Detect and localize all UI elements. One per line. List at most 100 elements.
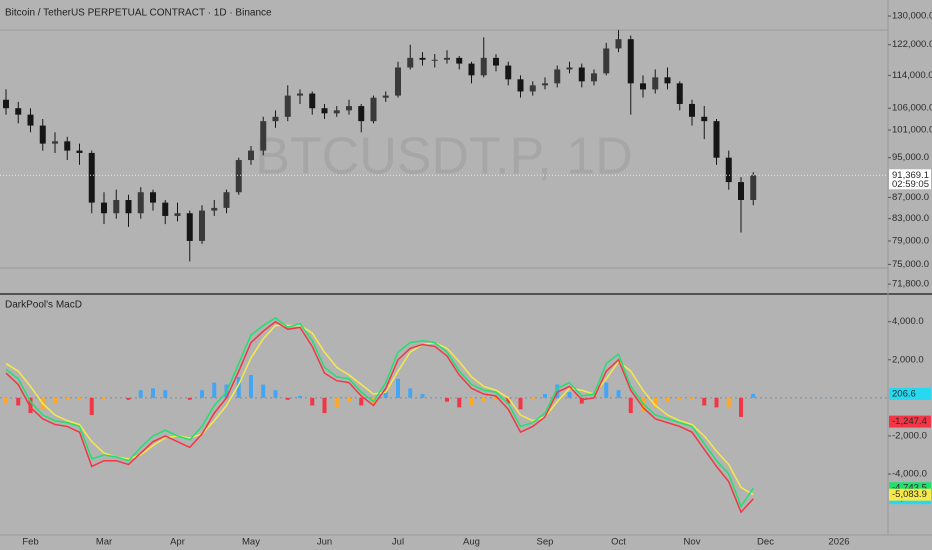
candle-body: [603, 48, 610, 74]
candle-body: [615, 39, 622, 49]
histogram-bar: [494, 397, 498, 400]
y-tick-label: 71,800.0: [892, 279, 929, 290]
candle-body: [150, 192, 156, 203]
candle-body: [15, 108, 22, 115]
macd-line: [5, 320, 754, 514]
macd-line: [5, 316, 754, 509]
histogram-bar: [89, 397, 94, 415]
histogram-bar: [53, 397, 57, 404]
histogram-bar: [359, 397, 364, 406]
x-tick-label: Jun: [317, 537, 332, 548]
candle-body: [162, 202, 169, 216]
histogram-bar: [65, 397, 70, 400]
candle-body: [27, 114, 34, 126]
histogram-bar: [714, 397, 719, 408]
y-tick-label: 101,000.0: [892, 125, 932, 136]
histogram-bar: [163, 390, 168, 398]
histogram-bar: [102, 397, 106, 400]
price-tag-label: -4,743.5: [892, 483, 927, 494]
candle-body: [480, 57, 487, 76]
histogram-bar: [604, 382, 609, 398]
candle-body: [750, 175, 757, 200]
candle-body: [578, 67, 585, 82]
y-tick-label: 83,000.0: [892, 213, 929, 224]
histogram-bar: [28, 397, 33, 414]
histogram-bar: [408, 388, 413, 398]
candle-body: [174, 213, 181, 216]
candle-body: [358, 106, 365, 122]
candle-body: [3, 99, 9, 109]
countdown: 02:59:05: [892, 179, 929, 190]
price-tag: [889, 488, 931, 501]
candle-body: [542, 83, 548, 86]
candle-body: [689, 103, 695, 117]
candle-body: [664, 77, 671, 84]
histogram-bar: [77, 397, 82, 400]
candle-body: [333, 110, 340, 114]
candle-body: [137, 192, 144, 214]
y-tick-label: 95,000.0: [892, 152, 929, 163]
last-price-label: 91,369.1: [892, 170, 929, 181]
candle-body: [76, 150, 83, 153]
candle-body: [468, 63, 475, 76]
candle-body: [309, 93, 316, 109]
candle-body: [395, 67, 401, 96]
histogram-bar: [690, 397, 694, 400]
histogram-bar: [261, 384, 266, 398]
x-tick-label: May: [242, 537, 260, 548]
histogram-bar: [4, 397, 8, 404]
histogram-bar: [677, 397, 682, 400]
candle-body: [701, 116, 708, 122]
y-tick-label: 4,000.0: [892, 316, 924, 327]
candle-body: [566, 67, 573, 70]
histogram-bar: [567, 392, 572, 398]
candle-body: [554, 69, 561, 84]
histogram-bar: [530, 397, 535, 400]
x-tick-label: Apr: [170, 537, 185, 548]
candle-body: [725, 157, 732, 183]
histogram-bar: [396, 378, 400, 398]
candle-body: [444, 57, 450, 60]
candle-body: [346, 106, 352, 111]
histogram-bar: [249, 375, 253, 398]
candle-body: [627, 39, 634, 84]
y-tick-label: 2,000.0: [892, 354, 924, 365]
y-tick-label: -4,000.0: [892, 469, 927, 480]
histogram-bar: [726, 397, 731, 408]
histogram-bar: [751, 393, 756, 398]
candle-body: [505, 65, 512, 80]
histogram-bar: [138, 390, 143, 398]
candle-body: [284, 95, 291, 117]
histogram-bar: [16, 397, 21, 406]
histogram-bar: [739, 397, 743, 417]
candle-body: [713, 121, 720, 158]
candle-body: [223, 192, 230, 208]
histogram-bar: [151, 388, 155, 398]
x-tick-label: Oct: [611, 537, 626, 548]
last-price-tag: [889, 169, 931, 190]
histogram-bar: [347, 397, 351, 402]
price-tag: [889, 387, 931, 400]
candle-body: [456, 57, 463, 64]
candle-body: [272, 116, 279, 122]
histogram-bar: [628, 397, 633, 414]
candle-body: [431, 59, 438, 61]
watermark: BTCUSDT.P, 1D: [255, 128, 633, 186]
x-tick-label: 2026: [828, 537, 849, 548]
y-tick-label: 130,000.0: [892, 11, 932, 22]
indicator-title: DarkPool's MacD: [5, 300, 82, 311]
candle-body: [52, 141, 58, 144]
candle-body: [113, 200, 120, 214]
candle-body: [101, 202, 107, 214]
histogram-bar: [457, 397, 462, 408]
histogram-bar: [187, 397, 192, 400]
histogram-bar: [383, 388, 388, 398]
candle-body: [248, 150, 254, 161]
candle-body: [321, 108, 328, 114]
candle-body: [738, 182, 744, 200]
candle-body: [88, 152, 95, 203]
x-tick-label: Mar: [96, 537, 112, 548]
histogram-bar: [285, 397, 290, 400]
y-tick-label: 106,000.0: [892, 103, 932, 114]
